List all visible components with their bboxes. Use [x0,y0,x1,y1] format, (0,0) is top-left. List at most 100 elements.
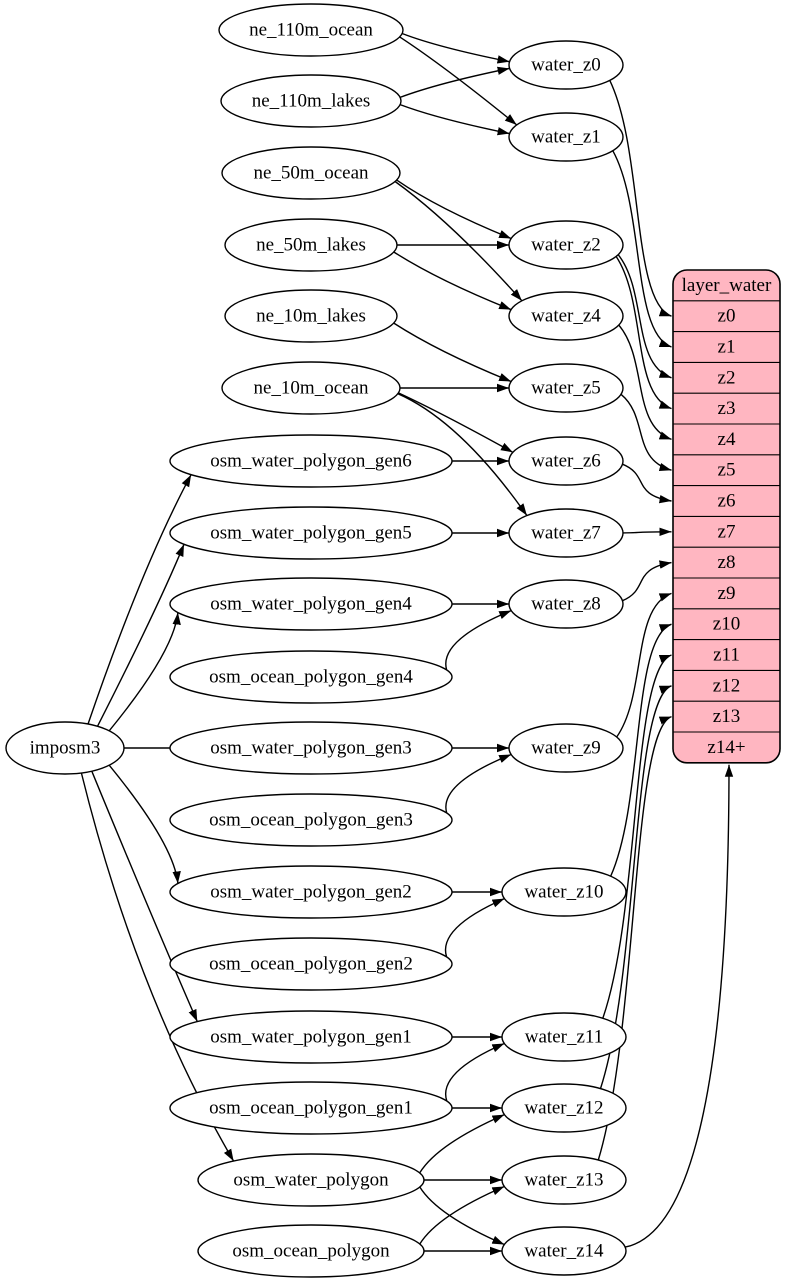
node-shape-water_z8 [508,579,624,629]
node-ne_50m_ocean: ne_50m_ocean [221,146,401,200]
edge-imposm3-to-osm_water_polygon_gen1 [91,770,198,1022]
row-label-z12: z12 [713,675,740,696]
node-shape-water_z4 [508,291,624,341]
node-label-osm_water_polygon_gen4: osm_water_polygon_gen4 [210,594,412,615]
row-label-z14+: z14+ [707,737,745,758]
node-label-water_z14: water_z14 [524,1241,604,1262]
edge-water_z4-to-z4 [618,324,672,441]
row-label-z11: z11 [713,645,740,666]
node-shape-osm_ocean_polygon [197,1224,425,1278]
edge-water_z10-to-z10 [610,623,672,877]
layer-water-table: layer_water z0 z1 z2 z3 z4 z5 z6 z7 z8 z9 z10 z11 z12… [672,269,781,764]
node-shape-ne_50m_lakes [224,218,398,272]
row-label-z9: z9 [718,583,736,604]
node-shape-osm_water_polygon_gen4 [169,577,453,631]
node-osm_ocean_polygon_gen3: osm_ocean_polygon_gen3 [169,793,453,847]
node-shape-water_z10 [501,867,627,917]
node-osm_ocean_polygon_gen1: osm_ocean_polygon_gen1 [169,1081,453,1135]
edge-water_z6-to-z6 [622,463,672,504]
edge-osm_ocean_polygon_gen1-to-water_z11 [445,1042,505,1102]
node-label-osm_ocean_polygon_gen2: osm_ocean_polygon_gen2 [209,954,413,975]
node-shape-imposm3 [5,721,125,775]
node-water_z13: water_z13 [501,1155,627,1205]
node-shape-water_z2 [508,220,624,270]
node-water_z2: water_z2 [508,220,624,270]
row-label-z10: z10 [713,614,740,635]
node-water_z6: water_z6 [508,436,624,486]
node-label-osm_water_polygon_gen5: osm_water_polygon_gen5 [210,523,412,544]
row-label-z5: z5 [718,460,736,481]
row-label-z7: z7 [718,521,736,542]
edge-water_z11-to-z11 [602,654,672,1019]
node-label-ne_10m_ocean: ne_10m_ocean [253,378,369,399]
node-shape-osm_water_polygon_gen3 [169,721,453,775]
node-label-ne_50m_ocean: ne_50m_ocean [253,163,369,184]
row-label-z2: z2 [718,367,736,388]
node-osm_water_polygon_gen2: osm_water_polygon_gen2 [169,865,453,919]
node-label-water_z10: water_z10 [524,882,603,903]
node-shape-ne_10m_lakes [224,289,398,343]
node-water_z9: water_z9 [508,723,624,773]
edge-water_z2-to-z3 [615,256,672,410]
node-label-imposm3: imposm3 [30,738,101,759]
row-label-z0: z0 [718,306,736,327]
node-label-water_z4: water_z4 [531,306,601,327]
node-ne_50m_lakes: ne_50m_lakes [224,218,398,272]
node-imposm3: imposm3 [5,721,125,775]
edge-osm_ocean_polygon_gen3-to-water_z9 [445,753,512,814]
node-label-ne_10m_lakes: ne_10m_lakes [256,306,366,327]
edge-imposm3-to-osm_water_polygon_gen5 [96,544,185,727]
node-shape-water_z11 [501,1012,627,1062]
node-label-water_z8: water_z8 [531,594,601,615]
node-osm_ocean_polygon_gen2: osm_ocean_polygon_gen2 [169,937,453,991]
node-label-water_z1: water_z1 [531,127,601,148]
node-label-water_z9: water_z9 [531,738,601,759]
node-water_z12: water_z12 [501,1083,627,1133]
node-water_z0: water_z0 [508,40,624,90]
node-label-water_z6: water_z6 [531,451,601,472]
node-shape-ne_110m_lakes [220,74,402,128]
node-label-osm_ocean_polygon: osm_ocean_polygon [232,1241,390,1262]
edge-osm_water_polygon-to-water_z12 [419,1113,505,1174]
node-water_z11: water_z11 [501,1012,627,1062]
edge-ne_50m_ocean-to-water_z4 [394,180,523,302]
node-water_z5: water_z5 [508,363,624,413]
node-label-water_z12: water_z12 [524,1098,603,1119]
node-label-osm_water_polygon_gen6: osm_water_polygon_gen6 [210,451,412,472]
node-osm_ocean_polygon_gen4: osm_ocean_polygon_gen4 [169,650,453,704]
edge-osm_ocean_polygon-to-water_z13 [419,1185,505,1245]
node-shape-water_z13 [501,1155,627,1205]
node-shape-water_z14 [501,1226,627,1276]
node-water_z8: water_z8 [508,579,624,629]
edge-water_z0-to-z0 [609,80,672,317]
node-shape-osm_water_polygon [197,1153,425,1207]
row-label-z8: z8 [718,552,736,573]
node-shape-water_z1 [508,112,624,162]
node-shape-ne_10m_ocean [221,361,401,415]
node-shape-osm_ocean_polygon_gen2 [169,937,453,991]
node-shape-water_z6 [508,436,624,486]
edge-ne_110m_lakes-to-water_z0 [399,66,510,99]
node-label-osm_ocean_polygon_gen1: osm_ocean_polygon_gen1 [209,1098,413,1119]
node-water_z14: water_z14 [501,1226,627,1276]
node-shape-ne_50m_ocean [221,146,401,200]
node-shape-osm_ocean_polygon_gen4 [169,650,453,704]
node-ne_10m_ocean: ne_10m_ocean [221,361,401,415]
table-title: layer_water [682,275,772,296]
node-shape-osm_water_polygon_gen5 [169,506,453,560]
node-osm_water_polygon_gen4: osm_water_polygon_gen4 [169,577,453,631]
edge-osm_ocean_polygon_gen4-to-water_z8 [445,609,512,670]
node-label-water_z5: water_z5 [531,378,601,399]
node-shape-water_z5 [508,363,624,413]
node-label-osm_water_polygon_gen2: osm_water_polygon_gen2 [210,882,412,903]
node-shape-water_z12 [501,1083,627,1133]
node-shape-water_z7 [508,508,624,558]
node-label-osm_ocean_polygon_gen4: osm_ocean_polygon_gen4 [209,667,413,688]
node-label-osm_water_polygon: osm_water_polygon [233,1170,389,1191]
node-osm_water_polygon_gen6: osm_water_polygon_gen6 [169,434,453,488]
node-label-water_z13: water_z13 [524,1170,603,1191]
node-ne_10m_lakes: ne_10m_lakes [224,289,398,343]
node-label-ne_110m_lakes: ne_110m_lakes [252,91,371,112]
